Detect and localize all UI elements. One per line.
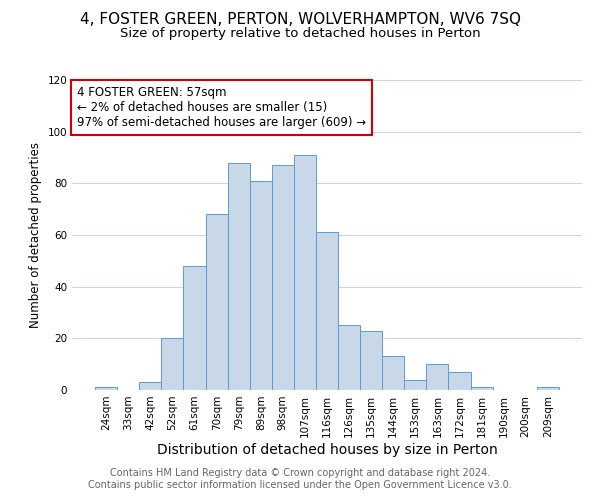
Bar [382, 356, 404, 390]
Bar [360, 330, 382, 390]
Bar [161, 338, 184, 390]
Bar [294, 155, 316, 390]
Bar [184, 266, 206, 390]
Bar [250, 180, 272, 390]
Text: 4 FOSTER GREEN: 57sqm
← 2% of detached houses are smaller (15)
97% of semi-detac: 4 FOSTER GREEN: 57sqm ← 2% of detached h… [77, 86, 366, 129]
Bar [139, 382, 161, 390]
Text: Contains HM Land Registry data © Crown copyright and database right 2024.: Contains HM Land Registry data © Crown c… [110, 468, 490, 477]
Text: Size of property relative to detached houses in Perton: Size of property relative to detached ho… [119, 28, 481, 40]
Bar [338, 326, 360, 390]
Bar [272, 165, 294, 390]
Bar [537, 388, 559, 390]
X-axis label: Distribution of detached houses by size in Perton: Distribution of detached houses by size … [157, 442, 497, 456]
Text: 4, FOSTER GREEN, PERTON, WOLVERHAMPTON, WV6 7SQ: 4, FOSTER GREEN, PERTON, WOLVERHAMPTON, … [79, 12, 521, 28]
Bar [470, 388, 493, 390]
Bar [448, 372, 470, 390]
Bar [404, 380, 427, 390]
Text: Contains public sector information licensed under the Open Government Licence v3: Contains public sector information licen… [88, 480, 512, 490]
Bar [316, 232, 338, 390]
Bar [427, 364, 448, 390]
Bar [95, 388, 117, 390]
Bar [206, 214, 227, 390]
Bar [227, 162, 250, 390]
Y-axis label: Number of detached properties: Number of detached properties [29, 142, 42, 328]
